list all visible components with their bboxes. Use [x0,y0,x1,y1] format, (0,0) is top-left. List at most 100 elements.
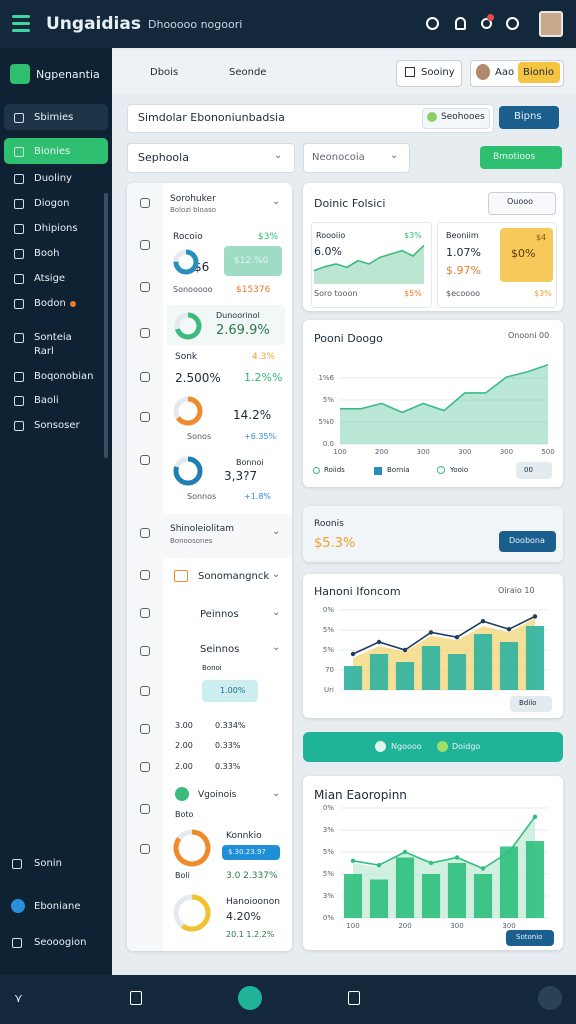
user-icon[interactable] [455,17,466,30]
breadcrumb[interactable]: Seonde [229,67,267,78]
donut-card-label: Dunoorinol [216,311,260,320]
nav-label[interactable]: Baoli [34,395,59,406]
nav-label[interactable]: Atsige [34,273,66,284]
button-label[interactable]: Doobona [509,536,545,545]
nav-label[interactable]: Sonsoser [34,420,80,431]
nav-label[interactable]: Sbimies [34,112,74,123]
bottom-value: 3.0 2.337% [226,871,278,881]
nav-label[interactable]: Eboniane [34,901,81,912]
chevron[interactable]: ⌄ [272,569,281,580]
sub-chip [202,680,258,702]
search-button[interactable] [499,106,559,129]
nav-item-active[interactable] [4,138,108,164]
nav-label[interactable]: Sonteia [34,332,72,343]
bottom-icon[interactable]: ⋎ [14,991,23,1005]
select[interactable] [516,462,552,479]
chip-label[interactable]: Seohooes [441,112,485,122]
kpi-chip-label: $12.%0 [234,256,269,266]
row-key: 3.00 [175,721,193,730]
chevron[interactable]: ⌄ [272,526,281,537]
button[interactable] [510,696,552,712]
kpi-delta: $3% [258,232,279,242]
select[interactable] [488,192,556,215]
chevron[interactable]: ⌄ [272,607,281,618]
panel-icon [140,328,150,338]
icon-column [127,183,163,951]
kpi-value: 6.0% [314,245,342,258]
list-item[interactable]: Peinnos [200,609,239,620]
legend-swatch [374,467,382,475]
group-icon [175,787,189,801]
select-label[interactable]: Neonocoia [312,152,365,163]
nav-icon [14,421,24,431]
nav-label[interactable]: Booh [34,248,60,259]
nav-icon [12,938,22,948]
search-button-label[interactable]: Bipns [514,111,542,122]
chevron[interactable]: ⌄ [272,642,281,653]
nav-label[interactable]: Diogon [34,198,70,209]
button-label[interactable]: Bdilo [519,699,537,707]
chevron[interactable]: ⌄ [272,788,281,799]
list-item[interactable]: Sonomangnck [198,571,270,582]
section-header[interactable] [163,514,292,558]
action-button[interactable] [238,986,262,1010]
button[interactable] [506,930,554,946]
banner[interactable] [303,732,563,762]
nav-label[interactable]: Seooogion [34,937,87,948]
doc-icon[interactable] [348,991,360,1005]
kpi-foot-label: Soro tooon [314,289,358,298]
avatar[interactable] [539,11,563,37]
nav-label[interactable]: Sonin [34,858,62,869]
row-label: Sonk [175,352,198,362]
close-button[interactable] [538,986,562,1010]
kpi-foot-value: $3% [534,289,552,298]
legend-label[interactable]: Bornia [387,466,410,474]
nav-label[interactable]: Dhipions [34,223,78,234]
doc-icon[interactable] [130,991,142,1005]
select-label[interactable]: 00 [524,466,533,474]
nav-label[interactable]: Boqonobian [34,371,94,382]
breadcrumb[interactable]: Dbois [150,67,179,78]
button-label[interactable]: Sooiny [421,67,455,78]
nav-label[interactable]: Duoliny [34,173,72,184]
button-label[interactable]: Sotonio [516,933,543,941]
panel-icon [140,198,150,208]
nav-label[interactable]: Bionies [34,146,71,157]
select[interactable] [127,143,295,173]
settings-icon[interactable] [426,17,439,30]
select-label[interactable]: Ouooo [507,197,534,206]
panel-icon [140,455,150,465]
filter-button[interactable] [480,146,562,169]
filter-button-label[interactable]: Bmotioos [493,152,536,162]
search-chip[interactable] [422,108,490,129]
legend-label[interactable]: Roiids [324,466,345,474]
select[interactable] [303,143,410,173]
chevron[interactable]: ⌄ [272,196,281,207]
nav-item[interactable] [4,104,108,130]
group-label: Boto [175,810,194,819]
list-item[interactable]: Seinnos [200,644,240,655]
chevron: ⌄ [274,150,283,161]
nav-label[interactable]: Bodon [34,298,66,309]
search-placeholder[interactable]: Simdolar Ebononiunbadsia [138,111,285,124]
kpi-card [437,222,557,308]
row-key: 2.00 [175,762,193,771]
nav-icon [14,147,24,157]
panel-icon [140,686,150,696]
logo-icon [12,15,30,18]
notification-icon[interactable] [481,18,492,29]
button-icon [405,67,415,77]
user-avatar [476,64,490,80]
banner-label[interactable]: Ngoooo [391,742,422,751]
button[interactable] [396,60,462,87]
power-icon[interactable] [506,17,519,30]
scrollbar[interactable] [104,193,108,458]
nav-label[interactable]: Rarl [34,346,54,357]
panel-icon [140,804,150,814]
select-label[interactable]: Sephoola [138,151,189,164]
banner-label[interactable]: Doidgo [452,742,481,751]
button[interactable] [499,531,556,552]
bottom-chip-label: $.30.23.97 [228,848,266,856]
legend-label[interactable]: Yooio [450,466,469,474]
